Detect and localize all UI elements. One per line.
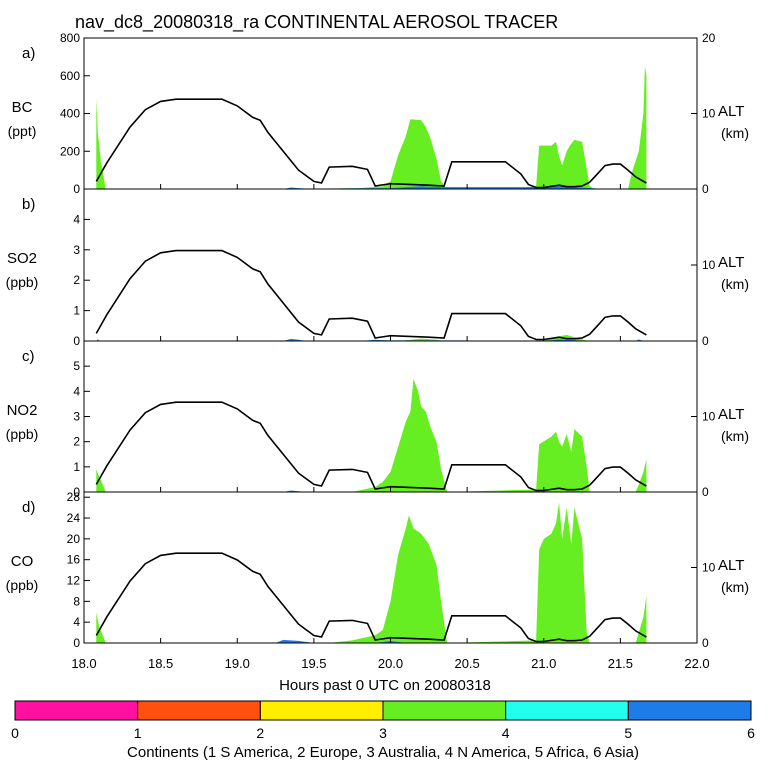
panel-4: 0 4 8 12 16 20 24 28 0 10 d) CO (ppb) ALT (km) [6, 490, 749, 650]
colorbar-segment [505, 700, 629, 721]
y-axis-unit: (ppb) [6, 426, 39, 442]
alt-tick-label: 0 [702, 636, 709, 650]
y-tick-label: 2 [73, 435, 80, 449]
y-tick-label: 200 [60, 144, 80, 158]
alt-tick-label: 0 [702, 334, 709, 348]
x-tick-label: 21.0 [531, 656, 556, 671]
x-axis: 18.0 18.5 19.0 19.5 20.0 20.5 21.0 21.5 22.0 [71, 656, 709, 671]
y-tick-label: 0 [73, 182, 80, 196]
y-tick-label: 5 [73, 359, 80, 373]
y-axis-unit: (ppt) [8, 123, 37, 139]
alt-axis-unit: (km) [721, 579, 749, 595]
colorbar-tick-label: 0 [11, 725, 19, 741]
y-tick-label: 3 [73, 410, 80, 424]
colorbar-tick-label: 1 [134, 725, 142, 741]
y-tick-label: 0 [73, 334, 80, 348]
y-tick-label: 400 [60, 107, 80, 121]
alt-tick-label: 10 [702, 410, 716, 424]
y-tick-label: 28 [67, 490, 81, 504]
colorbar-tick-label: 3 [379, 725, 387, 741]
y-tick-label: 24 [67, 511, 81, 525]
altitude-line [95, 552, 647, 643]
y-tick-label: 600 [60, 69, 80, 83]
y-axis-unit: (ppb) [6, 577, 39, 593]
colorbar: 0 1 2 3 4 5 6 [11, 700, 755, 741]
alt-tick-label: 10 [702, 561, 716, 575]
panels: 020040060080001020a)BC(ppt)ALT(km)012340… [6, 31, 749, 650]
y-tick-label: 800 [60, 31, 80, 45]
altitude-line [95, 401, 647, 492]
x-axis-label: Hours past 0 UTC on 20080318 [279, 677, 491, 694]
y-axis-label: NO2 [7, 402, 38, 419]
y-axis-unit: (ppb) [6, 274, 39, 290]
panel-3: 0 1 2 3 4 5 0 10 c) NO2 (ppb) ALT (km) [6, 340, 749, 499]
alt-axis-unit: (km) [721, 125, 749, 141]
alt-tick-label: 0 [702, 182, 709, 196]
alt-axis-label: ALT [718, 406, 744, 423]
y-axis-label: BC [12, 99, 33, 116]
x-tick-label: 19.5 [301, 656, 326, 671]
x-tick-label: 20.5 [454, 656, 479, 671]
panel-letter: a) [22, 45, 35, 62]
alt-tick-label: 0 [702, 485, 709, 499]
alt-tick-label: 10 [702, 107, 716, 121]
chart-title: nav_dc8_20080318_ra CONTINENTAL AEROSOL … [75, 12, 558, 33]
panel-letter: b) [22, 196, 35, 213]
panel-1: 0 200 400 600 800 0 10 20 a) BC (ppt) ALT (km) [8, 31, 749, 196]
y-tick-label: 0 [73, 636, 80, 650]
blue-tracer-area [275, 639, 406, 643]
y-axis-label: CO [11, 553, 34, 570]
alt-axis-unit: (km) [721, 276, 749, 292]
colorbar-segment [14, 700, 139, 721]
colorbar-label: Continents (1 S America, 2 Europe, 3 Aus… [127, 744, 639, 761]
y-tick-label: 20 [67, 532, 81, 546]
panel-2: 0 1 2 3 4 0 10 b) SO2 (ppb) ALT (km) [6, 188, 749, 348]
y-axis-label: SO2 [7, 250, 37, 267]
x-tick-label: 18.0 [71, 656, 96, 671]
panel-letter: d) [22, 499, 35, 516]
y-tick-label: 1 [73, 460, 80, 474]
colorbar-tick-label: 5 [624, 725, 632, 741]
blue-tracer-area [283, 185, 605, 189]
colorbar-tick-label: 2 [256, 725, 264, 741]
colorbar-tick-label: 4 [502, 725, 510, 741]
panel-letter: c) [22, 348, 35, 365]
alt-axis-label: ALT [718, 254, 744, 271]
y-tick-label: 0 [73, 485, 80, 499]
x-tick-label: 21.5 [608, 656, 633, 671]
alt-tick-label: 10 [702, 258, 716, 272]
colorbar-segment [259, 700, 384, 721]
green-tracer-area [96, 502, 647, 643]
y-tick-label: 2 [73, 273, 80, 287]
colorbar-tick-label: 6 [747, 725, 755, 741]
x-tick-label: 20.0 [378, 656, 403, 671]
green-tracer-area [96, 66, 647, 189]
alt-axis-label: ALT [718, 557, 744, 574]
green-tracer-area [96, 378, 647, 492]
x-tick-label: 18.5 [148, 656, 173, 671]
colorbar-segment [382, 700, 507, 721]
y-tick-label: 4 [73, 384, 80, 398]
altitude-line [95, 98, 647, 189]
y-tick-label: 12 [67, 574, 81, 588]
x-tick-label: 22.0 [684, 656, 709, 671]
y-tick-label: 16 [67, 553, 81, 567]
colorbar-segment [627, 700, 752, 721]
alt-axis-label: ALT [718, 103, 744, 120]
x-tick-label: 19.0 [225, 656, 250, 671]
y-tick-label: 4 [73, 212, 80, 226]
alt-axis-unit: (km) [721, 428, 749, 444]
colorbar-segment [137, 700, 261, 721]
y-tick-label: 1 [73, 304, 80, 318]
alt-tick-label: 20 [702, 31, 716, 45]
y-tick-label: 8 [73, 594, 80, 608]
y-tick-label: 4 [73, 615, 80, 629]
y-tick-label: 3 [73, 243, 80, 257]
altitude-line [95, 249, 647, 341]
